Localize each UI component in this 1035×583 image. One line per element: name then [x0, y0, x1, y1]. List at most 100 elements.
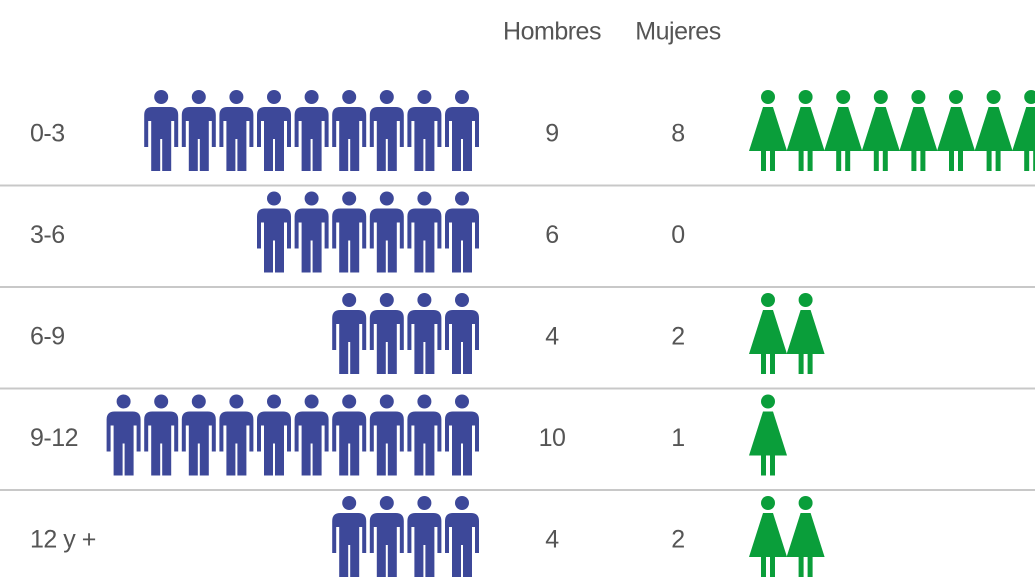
icon-head: [873, 90, 888, 104]
women-icons: [749, 496, 825, 577]
men-icons: [332, 293, 479, 374]
icon-head: [986, 90, 1001, 104]
icon-head: [229, 394, 244, 409]
icon-head: [379, 191, 394, 206]
icon-head: [191, 90, 206, 104]
icon-body: [445, 411, 479, 476]
value-label: 2: [671, 526, 684, 554]
icon-head: [836, 90, 851, 104]
icon-head: [342, 191, 357, 206]
icon-body: [219, 411, 254, 476]
icon-body: [937, 107, 975, 171]
icon-body: [824, 107, 863, 171]
category-label: 6-9: [30, 323, 65, 351]
icon-body: [1012, 107, 1035, 171]
icon-head: [761, 293, 775, 307]
value-label: 4: [545, 526, 559, 554]
icon-body: [786, 310, 825, 374]
icon-body: [257, 411, 291, 476]
icon-head: [1024, 90, 1035, 104]
icon-head: [154, 90, 169, 104]
icon-head: [342, 394, 357, 409]
value-label: 0: [671, 221, 684, 249]
icon-body: [786, 107, 825, 171]
icon-body: [181, 107, 216, 171]
icon-head: [267, 394, 281, 409]
legend-label: Mujeres: [635, 18, 720, 46]
icon-head: [911, 90, 926, 104]
value-label: 6: [545, 221, 558, 249]
men-icons: [106, 394, 479, 476]
icon-body: [332, 208, 367, 273]
icon-head: [455, 394, 469, 409]
icon-body: [106, 411, 141, 476]
icon-head: [342, 293, 357, 307]
icon-head: [342, 496, 357, 510]
icon-head: [798, 293, 813, 307]
icon-body: [407, 310, 442, 374]
icon-head: [304, 191, 319, 206]
icon-head: [417, 496, 432, 510]
icon-body: [899, 107, 938, 171]
icon-head: [798, 90, 813, 104]
icon-head: [949, 90, 963, 104]
women-icons: [749, 394, 787, 476]
icon-head: [761, 496, 775, 510]
value-label: 8: [671, 120, 684, 148]
icon-body: [219, 107, 254, 171]
icon-head: [154, 394, 169, 409]
icon-head: [455, 191, 469, 206]
men-icons: [257, 191, 479, 273]
icon-body: [407, 513, 442, 577]
icon-head: [267, 90, 281, 104]
men-icons: [144, 90, 479, 171]
icon-head: [304, 394, 319, 409]
women-icons: [749, 90, 1035, 171]
icon-body: [332, 411, 367, 476]
icon-head: [417, 293, 432, 307]
icon-body: [749, 411, 787, 476]
icon-body: [369, 208, 404, 273]
icon-head: [116, 394, 131, 409]
icon-body: [786, 513, 825, 577]
icon-head: [798, 496, 813, 510]
icon-head: [417, 90, 432, 104]
value-label: 9: [545, 120, 558, 148]
icon-body: [445, 310, 479, 374]
icon-body: [144, 107, 179, 171]
icon-head: [379, 394, 394, 409]
icon-head: [761, 90, 775, 104]
icon-body: [407, 411, 442, 476]
icon-body: [369, 513, 404, 577]
category-label: 9-12: [30, 424, 78, 452]
icon-body: [332, 310, 367, 374]
category-label: 12 y +: [30, 526, 96, 554]
legend-label: Hombres: [503, 18, 601, 46]
icon-body: [294, 208, 329, 273]
men-icons: [332, 496, 479, 577]
women-icons: [749, 293, 825, 374]
icon-body: [445, 208, 479, 273]
icon-body: [407, 208, 442, 273]
icon-body: [369, 411, 404, 476]
icon-head: [379, 90, 394, 104]
icon-body: [257, 107, 291, 171]
icon-body: [332, 107, 367, 171]
icon-head: [455, 496, 469, 510]
value-label: 1: [671, 424, 684, 452]
icon-body: [294, 107, 329, 171]
icon-body: [294, 411, 329, 476]
icon-head: [229, 90, 244, 104]
icon-head: [761, 394, 775, 409]
icon-head: [304, 90, 319, 104]
icon-head: [379, 293, 394, 307]
icon-body: [445, 107, 479, 171]
icon-head: [455, 293, 469, 307]
category-label: 0-3: [30, 120, 65, 148]
icon-body: [144, 411, 179, 476]
icon-head: [342, 90, 357, 104]
icon-head: [417, 191, 432, 206]
icon-body: [369, 310, 404, 374]
